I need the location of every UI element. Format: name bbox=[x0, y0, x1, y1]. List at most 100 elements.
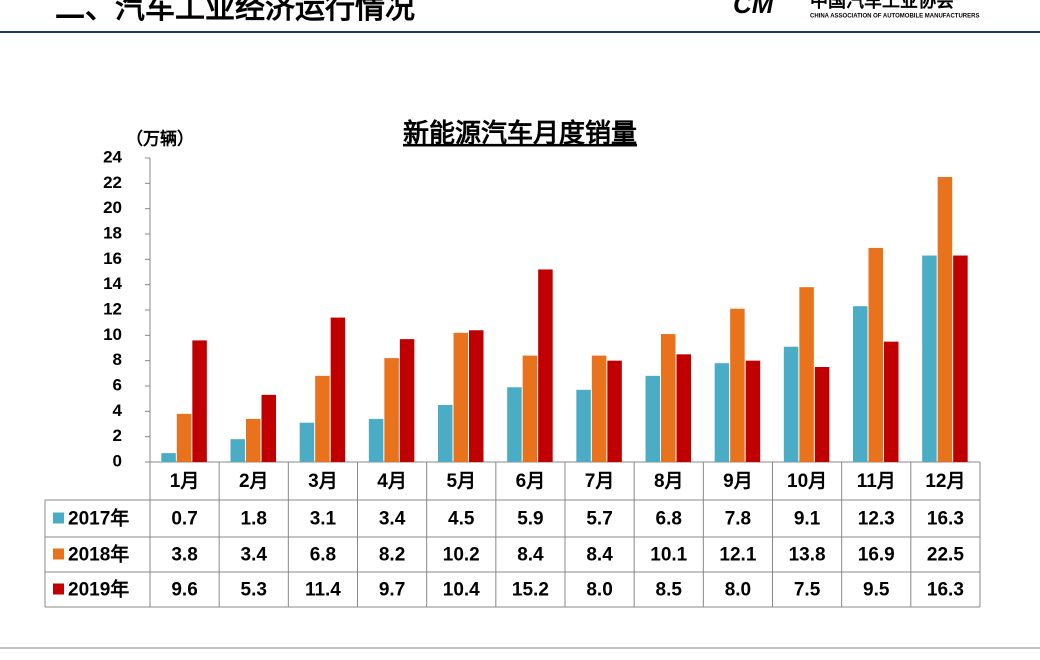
bar bbox=[384, 358, 399, 462]
page-title: 二、汽车工业经济运行情况 bbox=[55, 0, 415, 25]
x-tick-label: 7月 bbox=[585, 471, 615, 492]
x-tick-label: 8月 bbox=[654, 471, 684, 492]
x-tick-label: 2月 bbox=[239, 471, 269, 492]
bar bbox=[330, 317, 346, 462]
table-value: 15.2 bbox=[512, 580, 549, 601]
x-tick-label: 5月 bbox=[446, 471, 476, 492]
bar bbox=[161, 453, 176, 462]
table-value: 10.2 bbox=[443, 545, 480, 566]
table-value: 5.9 bbox=[517, 509, 543, 530]
table-value: 8.0 bbox=[586, 580, 612, 601]
bar bbox=[192, 340, 207, 462]
table-value: 6.8 bbox=[656, 509, 682, 530]
legend-swatch bbox=[53, 583, 64, 595]
legend-label: 2019年 bbox=[68, 578, 129, 601]
bar bbox=[576, 389, 591, 462]
bar bbox=[607, 360, 622, 462]
table-value: 11.4 bbox=[305, 580, 341, 601]
bar bbox=[922, 255, 937, 462]
table-value: 8.5 bbox=[656, 580, 683, 601]
table-value: 22.5 bbox=[927, 545, 964, 566]
table-value: 16.3 bbox=[927, 509, 964, 530]
bar bbox=[783, 346, 799, 462]
y-tick-label: 8 bbox=[113, 350, 122, 369]
bar bbox=[868, 247, 883, 462]
x-tick-label: 4月 bbox=[377, 471, 407, 492]
table-value: 7.5 bbox=[794, 580, 821, 601]
bar bbox=[714, 363, 730, 462]
table-value: 12.3 bbox=[858, 509, 895, 530]
y-tick-label: 18 bbox=[103, 223, 122, 242]
x-tick-label: 10月 bbox=[787, 471, 827, 492]
x-tick-label: 12月 bbox=[925, 471, 965, 492]
legend-swatch bbox=[53, 512, 64, 524]
table-value: 3.8 bbox=[171, 545, 197, 566]
x-tick-label: 11月 bbox=[857, 471, 896, 492]
y-tick-label: 20 bbox=[103, 198, 122, 217]
y-tick-label: 24 bbox=[103, 147, 122, 166]
bar bbox=[538, 269, 553, 462]
legend-label: 2018年 bbox=[68, 543, 129, 566]
bar bbox=[368, 418, 384, 462]
table-value: 8.0 bbox=[725, 580, 751, 601]
y-axis-label: （万辆） bbox=[126, 128, 194, 148]
bar bbox=[438, 405, 453, 462]
x-tick-label: 9月 bbox=[723, 471, 753, 492]
legend-swatch bbox=[53, 548, 64, 560]
bar bbox=[745, 360, 761, 462]
table-value: 6.8 bbox=[310, 545, 336, 566]
table-value: 13.8 bbox=[789, 545, 826, 566]
bar bbox=[246, 418, 261, 462]
table-value: 9.7 bbox=[379, 580, 405, 601]
bar bbox=[453, 332, 468, 462]
bar bbox=[176, 413, 192, 462]
bar bbox=[953, 255, 968, 462]
table-value: 10.4 bbox=[443, 580, 480, 601]
table-value: 10.1 bbox=[650, 545, 687, 566]
x-tick-label: 1月 bbox=[170, 471, 200, 492]
bar bbox=[661, 334, 676, 462]
bar bbox=[230, 439, 245, 462]
bar bbox=[507, 387, 522, 462]
table-value: 1.8 bbox=[241, 509, 267, 530]
bar bbox=[522, 355, 538, 462]
logo-mark: CM bbox=[733, 0, 775, 19]
table-value: 12.1 bbox=[719, 545, 756, 566]
table-value: 3.1 bbox=[310, 509, 337, 530]
bar bbox=[315, 375, 330, 462]
y-tick-label: 16 bbox=[103, 249, 122, 268]
bar bbox=[730, 308, 745, 462]
table-value: 5.7 bbox=[586, 509, 612, 530]
bar bbox=[469, 330, 484, 462]
table-value: 16.3 bbox=[927, 580, 964, 601]
legend-label: 2017年 bbox=[68, 507, 129, 530]
table-value: 7.8 bbox=[725, 509, 751, 530]
bar bbox=[814, 367, 830, 462]
bar bbox=[853, 306, 868, 462]
table-value: 3.4 bbox=[379, 509, 406, 530]
bar bbox=[299, 422, 315, 462]
bar bbox=[261, 394, 276, 462]
table-value: 0.7 bbox=[171, 509, 197, 530]
table-value: 9.5 bbox=[863, 580, 890, 601]
bar bbox=[399, 339, 415, 462]
x-tick-label: 3月 bbox=[308, 471, 338, 492]
chart-title: 新能源汽车月度销量 bbox=[403, 118, 637, 148]
y-tick-label: 2 bbox=[113, 426, 122, 445]
table-value: 16.9 bbox=[858, 545, 895, 566]
y-tick-label: 22 bbox=[103, 173, 122, 192]
table-value: 4.5 bbox=[448, 509, 475, 530]
y-tick-label: 12 bbox=[103, 299, 122, 318]
logo-subtext: CHINA ASSOCIATION OF AUTOMOBILE MANUFACT… bbox=[810, 14, 979, 20]
bar bbox=[676, 354, 691, 462]
y-tick-label: 14 bbox=[103, 274, 122, 293]
x-tick-label: 6月 bbox=[516, 471, 546, 492]
y-tick-label: 10 bbox=[103, 325, 122, 344]
logo-text: 中国汽车工业协会 bbox=[810, 0, 954, 11]
y-tick-label: 4 bbox=[113, 401, 123, 420]
y-tick-label: 0 bbox=[113, 451, 122, 470]
table-value: 8.2 bbox=[379, 545, 405, 566]
table-value: 3.4 bbox=[241, 545, 268, 566]
bar bbox=[937, 177, 953, 462]
y-tick-label: 6 bbox=[113, 375, 122, 394]
